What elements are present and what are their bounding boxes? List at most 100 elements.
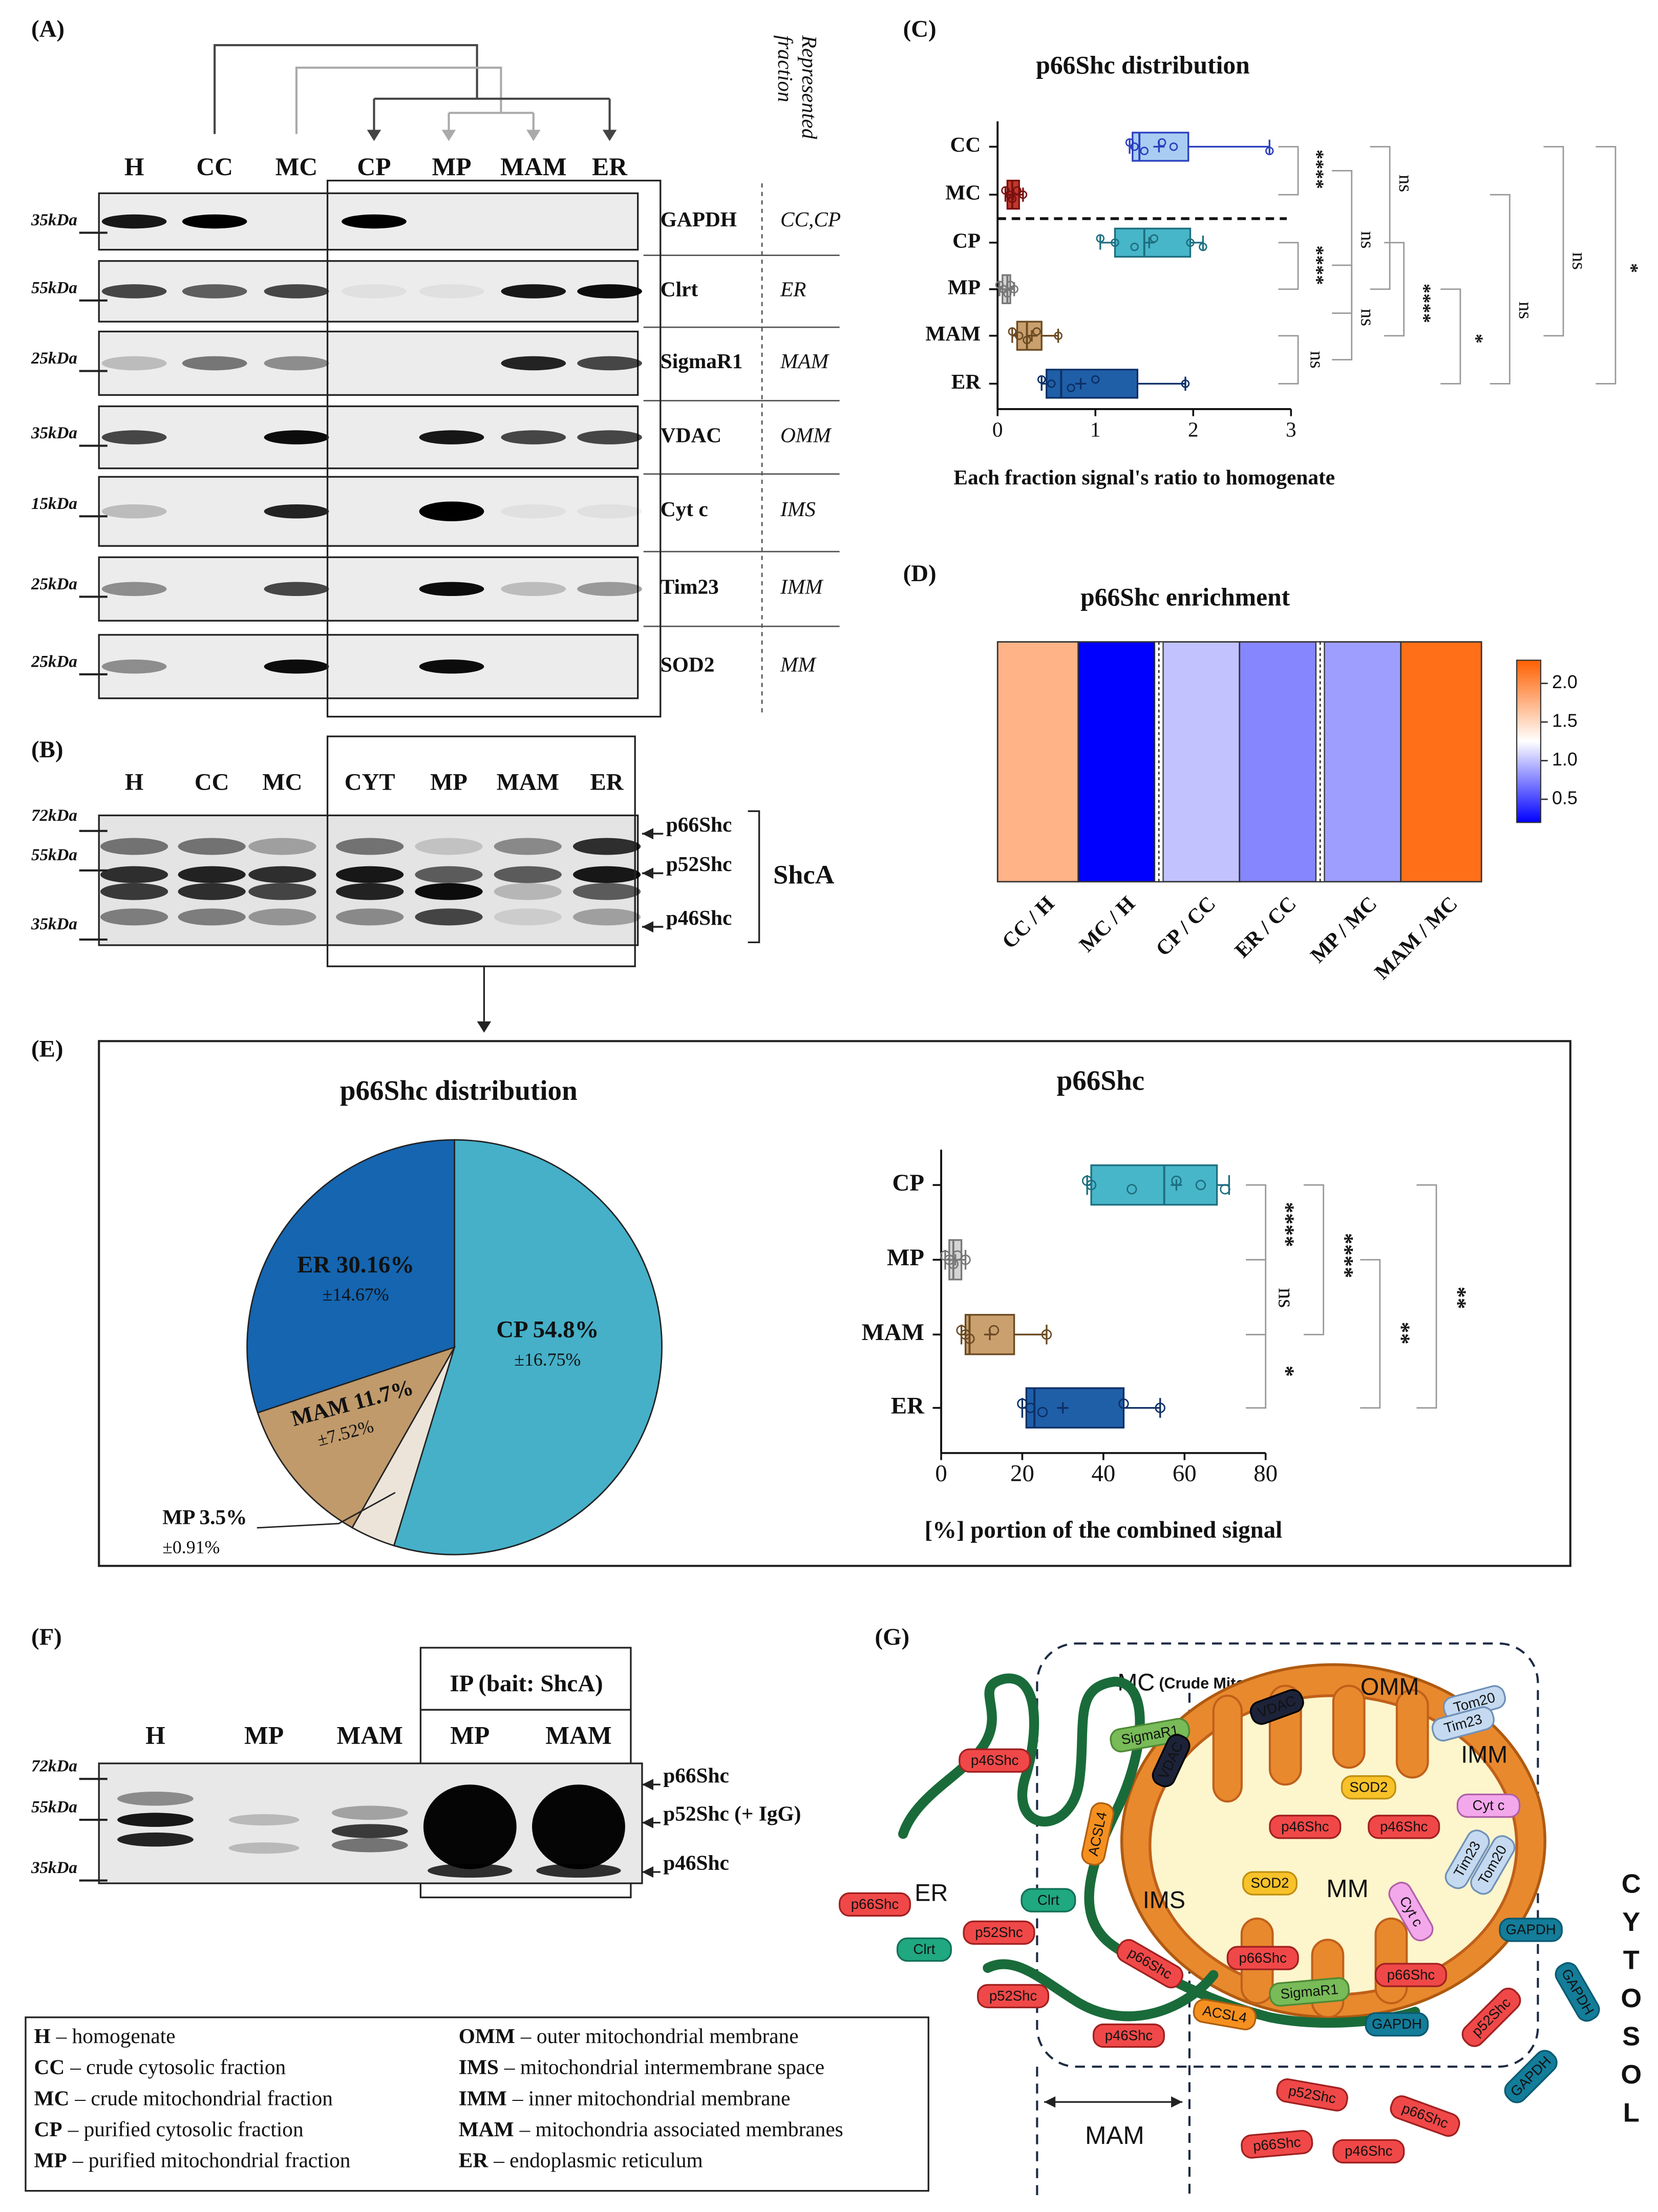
- band: [501, 284, 566, 299]
- label: SOD2: [661, 652, 715, 676]
- label: H: [124, 153, 144, 181]
- label: p46Shc: [1345, 2143, 1393, 2159]
- sig-bracket: [1596, 146, 1617, 385]
- pill-shape: [1241, 2130, 1313, 2159]
- pill-shape: [1110, 1718, 1191, 1753]
- pie-slice: [393, 1139, 663, 1556]
- data-point: [1126, 1184, 1137, 1195]
- label: SigmaR1: [661, 349, 743, 373]
- protein-pill: GAPDH: [1555, 1962, 1600, 2022]
- band: [178, 883, 246, 900]
- band: [228, 1842, 300, 1854]
- data-point: [1199, 242, 1207, 251]
- pie-slice: [257, 1346, 456, 1529]
- data-point: [1041, 1329, 1052, 1340]
- arrow-head: [642, 921, 653, 933]
- legend-item: IMM – inner mitochondrial membrane: [459, 2087, 791, 2110]
- pill-shape: [1374, 1963, 1448, 1987]
- legend-text: – endoplasmic reticulum: [493, 2149, 703, 2172]
- label: ER: [590, 769, 624, 796]
- legend-abbr: MAM: [459, 2117, 514, 2141]
- band: [117, 1813, 194, 1827]
- data-point: [988, 1325, 1000, 1336]
- pill-shape: [1092, 2023, 1165, 2048]
- connector: [295, 67, 502, 134]
- label: fraction: [774, 35, 797, 102]
- label: p66Shc enrichment: [1080, 583, 1290, 611]
- label: p66Shc distribution: [1036, 51, 1249, 79]
- band: [100, 866, 168, 883]
- pill-shape: [1431, 1706, 1495, 1742]
- label: 55kDa: [31, 1798, 77, 1817]
- band: [264, 356, 329, 371]
- heat-cell: [1239, 641, 1321, 883]
- label: 0: [992, 418, 1003, 441]
- legend-abbr: MC: [34, 2087, 70, 2110]
- label: MAM / MC: [1370, 891, 1462, 984]
- label: MP: [887, 1244, 924, 1271]
- pill-shape: [1390, 2095, 1460, 2137]
- protein-pill: p66Shc: [1226, 1946, 1299, 1970]
- band: [182, 356, 247, 371]
- leader-line: [257, 1492, 396, 1529]
- pill-shape: [1456, 1793, 1521, 1818]
- legend-abbr: IMS: [459, 2055, 499, 2079]
- band: [572, 866, 641, 883]
- label: 72kDa: [31, 1757, 77, 1776]
- label: p46Shc: [666, 906, 732, 929]
- pill-shape: [1470, 1835, 1516, 1895]
- label: ****: [1273, 1202, 1299, 1247]
- label: p46Shc: [1380, 1819, 1428, 1835]
- pill-shape: [1021, 1888, 1076, 1912]
- protein-pill: p46Shc: [959, 1748, 1031, 1773]
- label: MAM: [780, 349, 830, 373]
- legend-abbr: IMM: [459, 2087, 507, 2110]
- highlight-box: [326, 180, 662, 718]
- band: [419, 430, 484, 444]
- label: 1.5: [1552, 711, 1578, 731]
- label: p46Shc: [971, 1752, 1019, 1768]
- pill-shape: [896, 1937, 952, 1962]
- arrow-head: [642, 1779, 653, 1791]
- panel-frame: [98, 1040, 1571, 1567]
- mean-marker: [1075, 378, 1087, 390]
- arrow-head: [642, 1817, 653, 1828]
- pill-shape: [1555, 1962, 1600, 2022]
- label: MC: [275, 153, 318, 181]
- band: [117, 1832, 194, 1847]
- data-point: [1181, 379, 1190, 388]
- band: [248, 908, 316, 926]
- colorbar: [1516, 660, 1542, 823]
- blot-strip: [98, 556, 639, 622]
- band: [264, 504, 329, 519]
- ip-band: [423, 1784, 517, 1869]
- legend-abbr: ER: [459, 2149, 489, 2172]
- band: [336, 883, 404, 900]
- legend-item: CP – purified cytosolic fraction: [34, 2117, 304, 2141]
- label: 72kDa: [31, 806, 77, 825]
- band: [577, 356, 642, 371]
- heat-cell: [1319, 641, 1402, 883]
- pill-shape: [1368, 1815, 1440, 1839]
- legend-item: MC – crude mitochondrial fraction: [34, 2087, 333, 2110]
- label: 35kDa: [31, 424, 77, 442]
- band: [101, 214, 167, 229]
- label: ER: [780, 277, 806, 301]
- arrow-head: [441, 130, 456, 141]
- data-point: [1032, 327, 1041, 336]
- label: p46Shc: [1281, 1819, 1329, 1835]
- label: p66Shc: [1057, 1065, 1144, 1096]
- pill-shape: [1269, 1977, 1350, 2007]
- protein-pill: ACSL4: [1081, 1802, 1115, 1866]
- label: *: [1273, 1366, 1299, 1377]
- band: [494, 883, 562, 900]
- band: [336, 838, 404, 855]
- pill-shape: [963, 1920, 1035, 1945]
- label: 40: [1091, 1460, 1115, 1487]
- data-point: [1171, 1175, 1182, 1186]
- band: [178, 838, 246, 855]
- label: CC: [196, 153, 233, 181]
- protein-pill: p52Shc: [1461, 1987, 1521, 2047]
- label: ns: [1356, 231, 1378, 248]
- label: Clrt: [661, 277, 698, 301]
